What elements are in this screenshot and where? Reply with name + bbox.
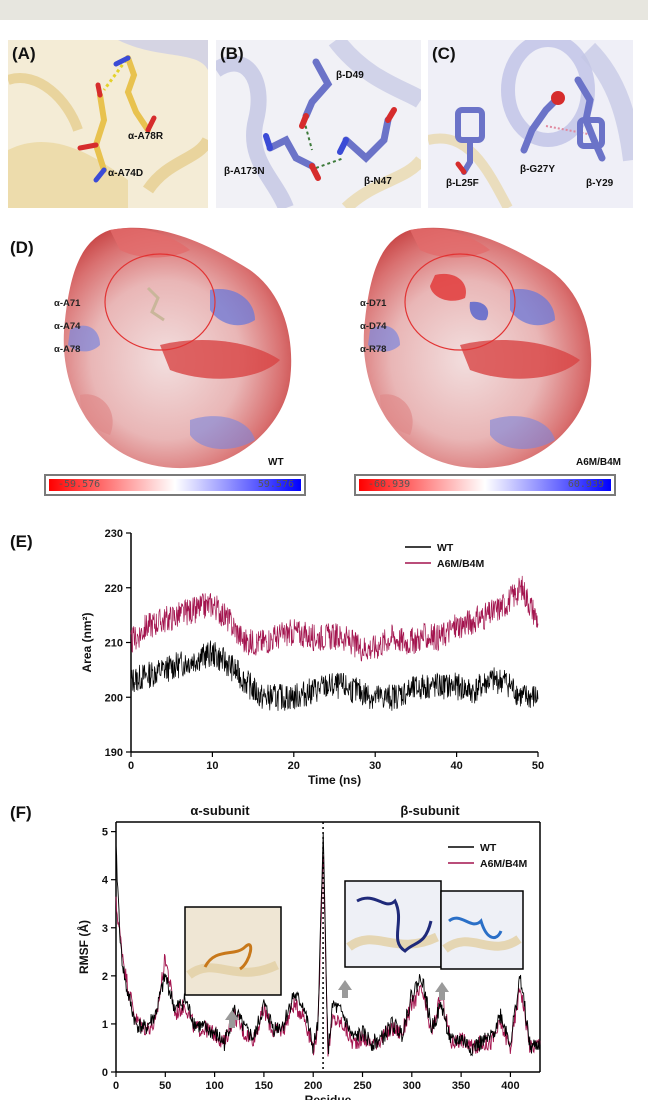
y-axis-label: Area (nm²) — [80, 612, 94, 672]
y-tick-label: 0 — [102, 1067, 108, 1079]
legend-label: WT — [480, 842, 497, 854]
residue-label: β-N47 — [364, 176, 392, 187]
alpha-loop-inset — [184, 906, 282, 1028]
wt-potential-scale: -59.576 59.576 — [44, 474, 306, 496]
x-tick-label: 0 — [128, 760, 134, 772]
beta-loop-inset-1 — [338, 880, 442, 998]
series-line-wt — [115, 832, 541, 1057]
y-tick-label: 5 — [102, 827, 108, 839]
inset-cartoon — [186, 960, 279, 979]
x-tick-label: 0 — [113, 1080, 119, 1092]
x-tick-label: 300 — [403, 1080, 421, 1092]
panel-b-structure: β-D49 β-A173N β-N47 — [216, 40, 421, 208]
y-tick-label: 2 — [102, 971, 108, 983]
residue-label: α-A74D — [108, 168, 144, 179]
beta-loop-inset-2 — [435, 890, 524, 1000]
inset-cartoon — [346, 932, 439, 951]
x-tick-label: 350 — [452, 1080, 470, 1092]
x-tick-label: 150 — [255, 1080, 273, 1092]
legend-label: A6M/B4M — [480, 858, 528, 870]
y-tick-label: 3 — [102, 923, 108, 935]
legend-label: WT — [437, 542, 454, 554]
panel-b-structure-drawing — [216, 40, 421, 208]
residue-label: β-Y29 — [586, 178, 614, 189]
residue-label: β-A173N — [224, 166, 265, 177]
rmsf-residue-chart: 0 50 100 150 200 250 300 350 400 0 1 2 3 4 5 Residue RMS… — [76, 803, 541, 1100]
panel-label-b: (B) — [220, 44, 244, 63]
series-line-a6m-b4m — [115, 855, 541, 1057]
x-tick-label: 50 — [159, 1080, 171, 1092]
beta-subunit-header: β-subunit — [400, 803, 460, 818]
panel-a-structure: α-A74D α-A78R — [8, 40, 208, 208]
page-header-band — [0, 0, 648, 20]
residue-label: β-D49 — [336, 70, 364, 81]
mutant-surface-tag: A6M/B4M — [576, 457, 622, 468]
x-axis-label: Residue — [305, 1093, 352, 1100]
panel-c-structure-drawing — [428, 40, 633, 208]
panel-label-a-overlay: (A) — [12, 44, 36, 63]
x-tick-label: 400 — [501, 1080, 519, 1092]
x-tick-label: 20 — [288, 760, 300, 772]
residue-label: α-A78R — [128, 131, 164, 142]
inset-pointer-arrow — [435, 982, 449, 1000]
surface-maps — [63, 227, 592, 469]
wt-residue-label: α-A78 — [54, 344, 81, 355]
panel-label-d: (D) — [10, 238, 34, 257]
inset-pointer-arrow — [225, 1010, 239, 1028]
x-tick-label: 40 — [450, 760, 462, 772]
mutant-residue-label: α-D71 — [360, 298, 387, 309]
scale-min-label: -60.939 — [368, 479, 411, 490]
legend-label: A6M/B4M — [437, 558, 485, 570]
series-line-a6m-b4m — [130, 575, 539, 662]
wt-surface-tag: WT — [268, 457, 284, 468]
wt-residue-label: α-A74 — [54, 321, 81, 332]
residue-label: β-L25F — [446, 178, 479, 189]
inset-cartoon — [442, 935, 522, 953]
inset-loop — [203, 943, 253, 971]
wt-residue-label: α-A71 — [54, 298, 81, 309]
panel-label-e: (E) — [10, 532, 33, 551]
x-tick-label: 30 — [369, 760, 381, 772]
y-tick-label: 4 — [102, 875, 109, 887]
residue-label: β-G27Y — [520, 164, 556, 175]
inset-frame — [344, 880, 442, 968]
inset-loop — [448, 916, 503, 939]
y-tick-label: 210 — [105, 638, 123, 650]
y-tick-label: 190 — [105, 747, 123, 759]
panel-label-c: (C) — [432, 44, 456, 63]
y-axis-label: RMSF (Å) — [76, 920, 91, 974]
panel-c-structure: β-L25F β-G27Y β-Y29 — [428, 40, 633, 208]
x-tick-label: 100 — [205, 1080, 223, 1092]
panel-a-structure-drawing — [8, 40, 208, 208]
y-tick-label: 1 — [102, 1019, 108, 1031]
mutant-potential-scale: -60.939 60.939 — [354, 474, 616, 496]
x-tick-label: 200 — [304, 1080, 322, 1092]
scale-max-label: 60.939 — [567, 479, 604, 490]
alpha-subunit-header: α-subunit — [190, 803, 250, 818]
panel-label-f: (F) — [10, 803, 32, 822]
x-tick-label: 50 — [532, 760, 544, 772]
inset-frame — [440, 890, 524, 970]
y-tick-label: 200 — [105, 692, 123, 704]
y-tick-label: 220 — [105, 583, 123, 595]
mutant-surface — [363, 227, 592, 469]
area-time-chart: 0 10 20 30 40 50 190 200 210 220 230 Time (ns) Area … — [80, 528, 544, 787]
scale-min-label: -59.576 — [58, 479, 101, 490]
x-axis-label: Time (ns) — [308, 773, 361, 787]
inset-pointer-arrow — [338, 980, 352, 998]
series-line-wt — [130, 640, 539, 711]
mutant-residue-label: α-D74 — [360, 321, 387, 332]
inset-loop — [356, 896, 433, 953]
x-tick-label: 250 — [353, 1080, 371, 1092]
x-tick-label: 10 — [206, 760, 218, 772]
mutant-residue-label: α-R78 — [360, 344, 387, 355]
scale-max-label: 59.576 — [257, 479, 294, 490]
wt-surface — [63, 227, 292, 469]
y-tick-label: 230 — [105, 528, 123, 540]
